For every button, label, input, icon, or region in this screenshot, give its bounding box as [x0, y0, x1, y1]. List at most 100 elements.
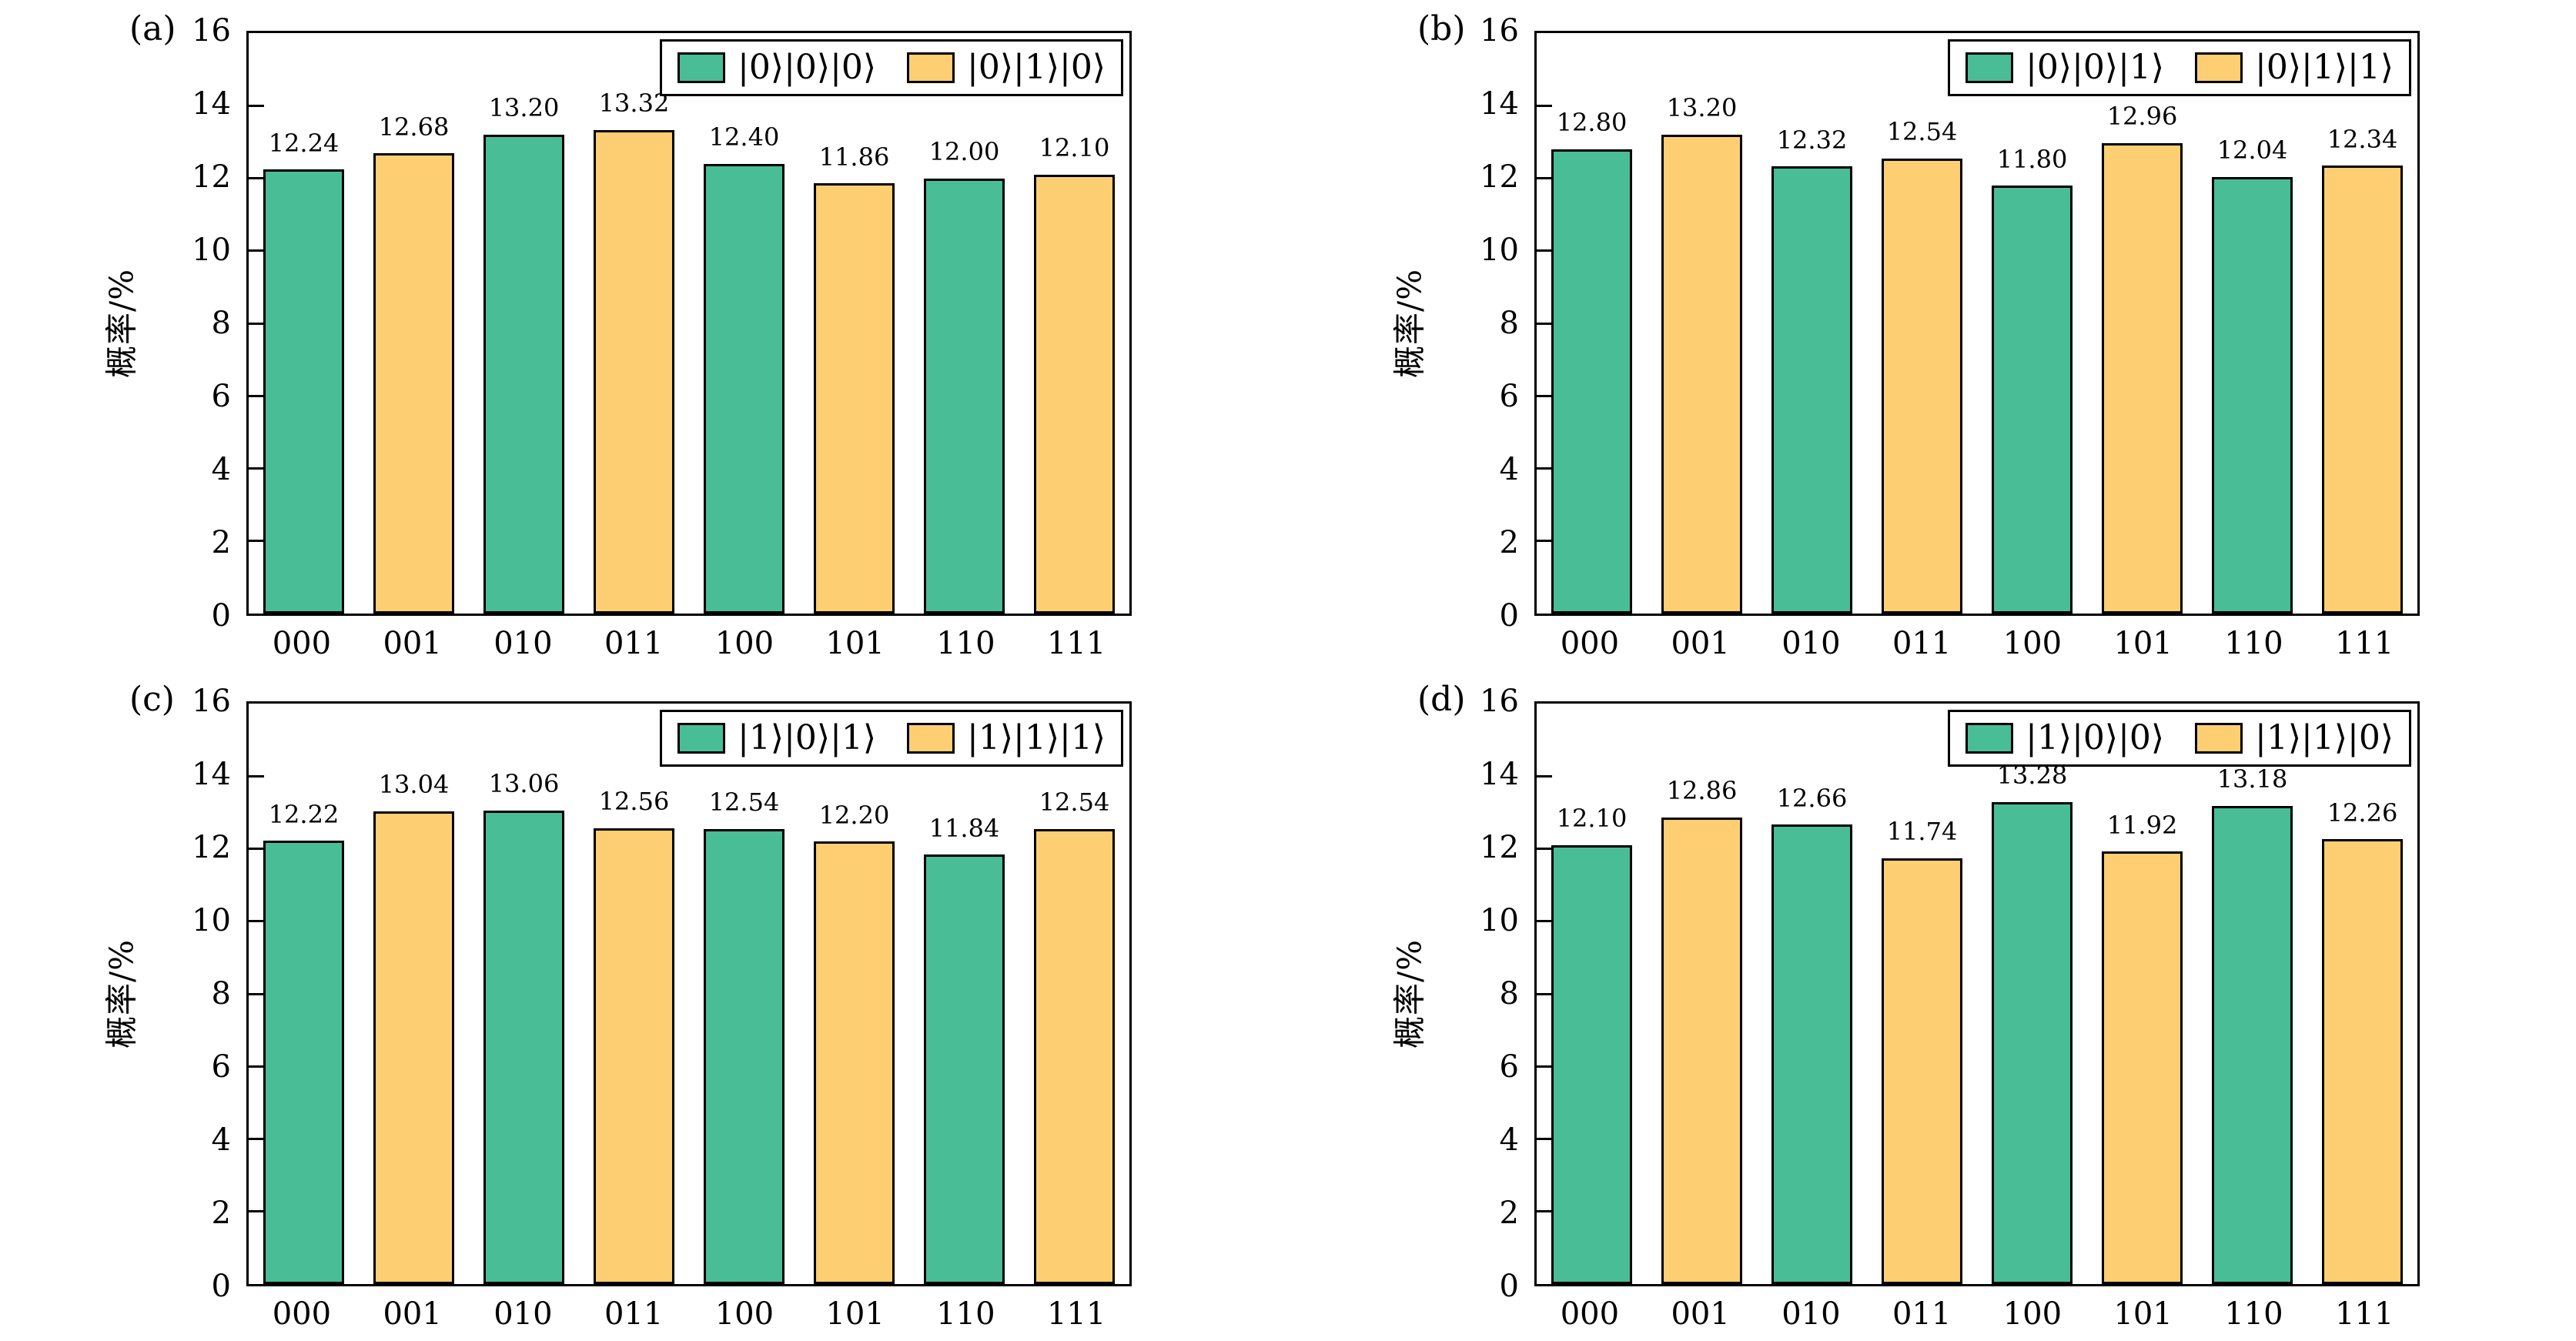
panel-c-tag: (c): [129, 680, 175, 719]
bar: [1661, 817, 1743, 1284]
y-tick-label: 2: [211, 1196, 231, 1231]
bar-slot: 12.24: [249, 33, 359, 614]
bar: [1661, 134, 1743, 614]
y-tick-label: 16: [192, 13, 231, 48]
bar-slot: 11.84: [909, 704, 1019, 1284]
y-tick-label: 4: [211, 452, 231, 487]
y-tick-mark: [1537, 1065, 1552, 1068]
y-tick-label: 12: [192, 830, 231, 865]
panel-a-tag: (a): [129, 9, 176, 48]
y-tick-label: 2: [1499, 525, 1519, 560]
plot-area: |0⟩|0⟩|0⟩ |0⟩|1⟩|0⟩ 12.24 12.68 13.20 13.32…: [246, 31, 1132, 616]
bar-value-label: 12.68: [378, 112, 450, 142]
legend-entry: |0⟩|1⟩|0⟩: [907, 51, 1106, 85]
y-tick-mark: [249, 540, 264, 543]
y-tick-mark: [249, 774, 264, 778]
legend-label: |1⟩|0⟩|0⟩: [2026, 718, 2165, 757]
bar-slot: 13.20: [1647, 33, 1757, 614]
x-tick-label: 001: [383, 1296, 442, 1332]
bar-value-label: 13.20: [1666, 93, 1738, 122]
bar-value-label: 13.04: [378, 769, 450, 799]
x-tick-label: 011: [604, 626, 664, 661]
legend-swatch-yellow: [907, 723, 955, 754]
y-tick-label: 6: [1499, 1049, 1519, 1085]
bar-slot: 12.96: [2087, 33, 2197, 614]
legend-label: |1⟩|1⟩|0⟩: [2255, 718, 2394, 757]
bar-slot: 12.54: [1019, 704, 1129, 1284]
y-tick-mark: [249, 177, 264, 179]
bar-value-label: 12.10: [1039, 133, 1110, 163]
legend-swatch-green: [677, 723, 726, 754]
bar-value-label: 12.54: [708, 788, 780, 818]
bar-value-label: 12.66: [1776, 783, 1848, 813]
bar: [923, 178, 1005, 614]
bar-value-label: 11.84: [928, 813, 1000, 843]
y-tick-label: 14: [1480, 86, 1519, 122]
legend-entry: |0⟩|0⟩|0⟩: [677, 51, 876, 85]
y-tick-label: 2: [1499, 1196, 1519, 1231]
y-tick-label: 8: [1499, 976, 1519, 1012]
bar: [593, 130, 675, 614]
y-tick-label: 10: [192, 232, 231, 268]
legend-swatch-green: [1965, 52, 2014, 83]
bar-value-label: 13.28: [1996, 761, 2068, 791]
x-tick-label: 100: [2002, 626, 2062, 661]
y-tick-mark: [249, 322, 264, 325]
x-tick-label: 000: [1560, 1296, 1620, 1332]
y-tick-mark: [1537, 920, 1552, 923]
bar-slot: 12.10: [1019, 33, 1129, 614]
bar-value-label: 11.86: [818, 142, 890, 172]
y-tick-label: 14: [1480, 757, 1519, 792]
y-tick-mark: [249, 467, 264, 470]
plot-area: |0⟩|0⟩|1⟩ |0⟩|1⟩|1⟩ 12.80 13.20 12.32 12.54…: [1534, 31, 2420, 616]
x-tick-label: 111: [1046, 1296, 1106, 1332]
legend-entry: |0⟩|0⟩|1⟩: [1965, 51, 2164, 85]
y-tick-label: 6: [1499, 379, 1519, 414]
y-tick-mark: [249, 1210, 264, 1213]
legend-label: |0⟩|0⟩|1⟩: [2026, 48, 2165, 87]
bar-slot: 12.80: [1537, 33, 1647, 614]
x-tick-label: 010: [493, 626, 553, 661]
legend: |0⟩|0⟩|0⟩ |0⟩|1⟩|0⟩: [660, 39, 1123, 96]
plot-area: |1⟩|0⟩|0⟩ |1⟩|1⟩|0⟩ 12.10 12.86 12.66 11.74…: [1534, 701, 2420, 1286]
x-axis-tick-labels: 000 001 010 011 100 101 110 111: [246, 1299, 1132, 1329]
bar-value-label: 11.74: [1886, 817, 1958, 847]
x-tick-label: 101: [2113, 1296, 2173, 1332]
x-tick-label: 101: [2113, 626, 2173, 661]
bar: [1771, 824, 1853, 1284]
legend-swatch-yellow: [907, 52, 955, 83]
bar: [2101, 851, 2183, 1284]
bar-slot: 12.10: [1537, 704, 1647, 1284]
bar: [1881, 159, 1963, 614]
y-tick-mark: [1537, 1210, 1552, 1213]
bar-value-label: 12.04: [2216, 135, 2288, 166]
legend-label: |1⟩|0⟩|1⟩: [738, 718, 877, 757]
legend-swatch-green: [677, 52, 726, 83]
bar: [1991, 185, 2073, 614]
bar: [2211, 805, 2293, 1284]
y-tick-label: 16: [1480, 684, 1519, 719]
y-tick-label: 14: [192, 86, 231, 122]
bar-slot: 12.56: [579, 704, 689, 1284]
y-tick-label: 6: [211, 1049, 231, 1085]
bar-slot: 11.80: [1977, 33, 2087, 614]
y-tick-mark: [1537, 104, 1552, 107]
bar-slot: 12.04: [2197, 33, 2307, 614]
bar-value-label: 12.22: [268, 799, 340, 829]
legend-swatch-yellow: [2195, 723, 2243, 754]
y-tick-mark: [1537, 992, 1552, 995]
y-tick-mark: [249, 992, 264, 995]
bar-slot: 12.00: [909, 33, 1019, 614]
y-tick-label: 4: [1499, 1122, 1519, 1158]
bar-slot: 13.06: [469, 704, 579, 1284]
bar-slot: 12.68: [359, 33, 469, 614]
bar-value-label: 13.18: [2216, 764, 2288, 794]
bar: [1991, 802, 2073, 1284]
bar: [1033, 174, 1116, 614]
y-tick-label: 16: [192, 684, 231, 719]
bar: [483, 810, 565, 1284]
y-tick-mark: [249, 104, 264, 107]
x-tick-label: 101: [825, 1296, 885, 1332]
x-tick-label: 100: [714, 626, 774, 661]
